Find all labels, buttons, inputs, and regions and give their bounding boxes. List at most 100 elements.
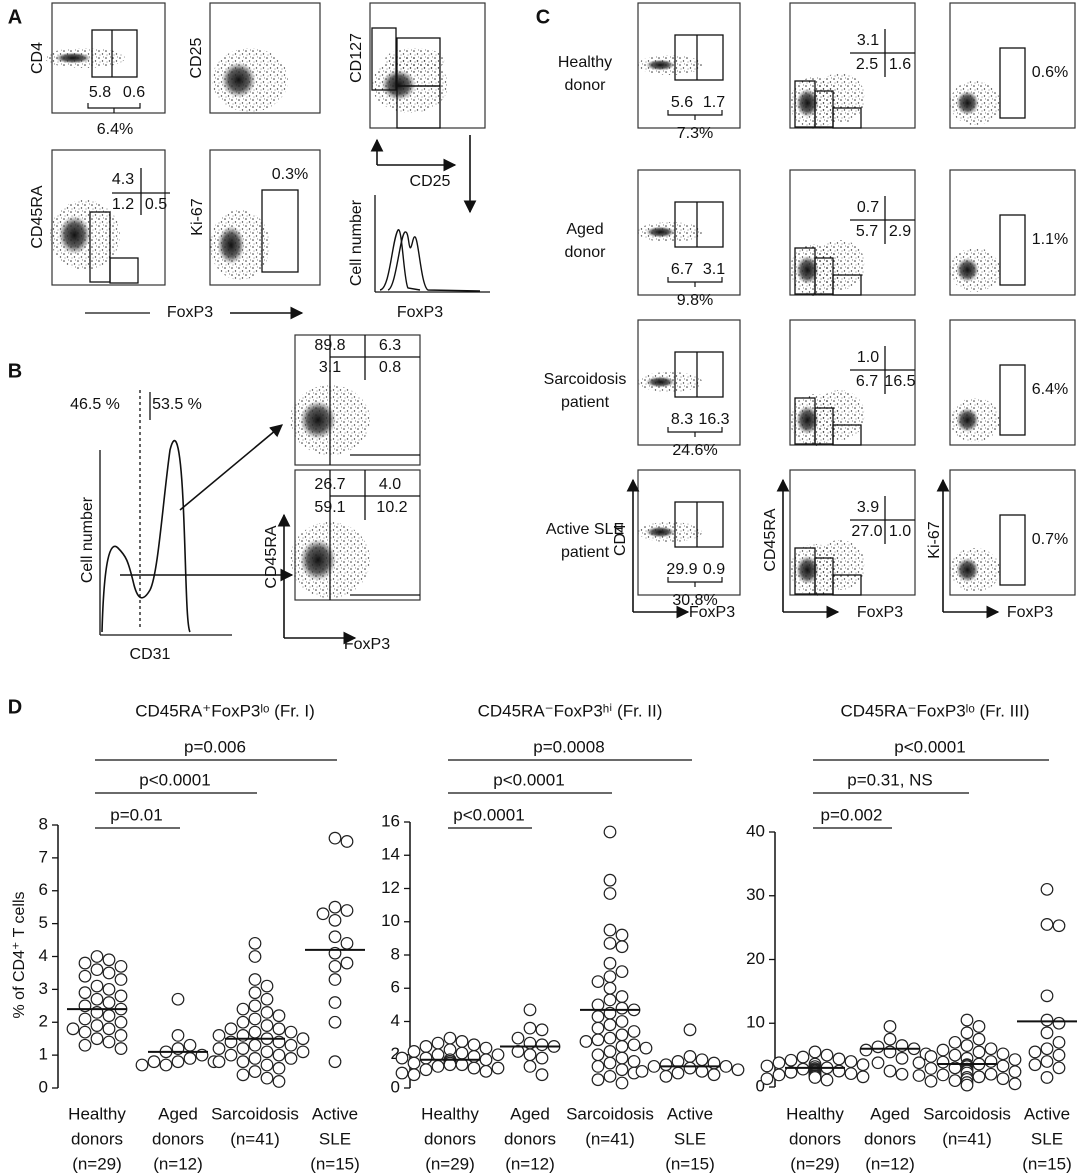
cell-cloud-core	[956, 558, 979, 582]
data-point	[937, 1069, 949, 1081]
data-point	[872, 1057, 884, 1069]
panel-label: B	[8, 360, 22, 382]
data-point	[468, 1039, 480, 1051]
gate-total: 6.4%	[97, 121, 133, 138]
data-point	[761, 1060, 773, 1072]
axis-label: CD45RA	[263, 525, 280, 588]
data-point	[672, 1067, 684, 1079]
data-point	[273, 1076, 285, 1088]
y-tick-label: 16	[381, 811, 400, 830]
data-point	[468, 1062, 480, 1074]
cell-cloud-core	[222, 62, 256, 97]
cell-cloud	[815, 390, 865, 440]
data-point	[628, 1056, 640, 1068]
y-tick-label: 4	[391, 1011, 400, 1030]
data-point	[732, 1064, 744, 1076]
y-tick-label: 12	[381, 878, 400, 897]
data-point	[396, 1067, 408, 1079]
x-tick-label: donors	[152, 1129, 204, 1148]
quadrant-value: 4.0	[379, 476, 401, 493]
data-point	[237, 1043, 249, 1055]
data-point	[329, 915, 341, 927]
quadrant-value: 89.8	[314, 337, 345, 354]
data-point	[432, 1061, 444, 1073]
data-point	[213, 1056, 225, 1068]
data-point	[640, 1042, 652, 1054]
data-point	[684, 1024, 696, 1036]
data-point	[536, 1039, 548, 1051]
data-point	[949, 1037, 961, 1049]
axis-label: CD25	[410, 173, 451, 190]
data-point	[261, 1072, 273, 1084]
x-tick-label: Sarcoidosis	[211, 1104, 299, 1123]
chart-title: CD45RA⁻FoxP3ʰⁱ (Fr. II)	[478, 701, 663, 720]
data-point	[884, 1033, 896, 1045]
cell-cloud	[815, 240, 865, 290]
data-point	[536, 1052, 548, 1064]
data-point	[1041, 1027, 1053, 1039]
data-point	[237, 1069, 249, 1081]
data-point	[884, 1021, 896, 1033]
data-point	[261, 993, 273, 1005]
arrow	[180, 425, 282, 510]
quadrant-value: 6.7	[856, 373, 878, 390]
data-point	[456, 1036, 468, 1048]
y-tick-label: 4	[39, 946, 48, 965]
quadrant-value: 0.8	[379, 359, 401, 376]
data-point	[809, 1072, 821, 1084]
data-point	[225, 1023, 237, 1035]
x-tick-label: (n=29)	[72, 1154, 122, 1173]
quadrant-value: 27.0	[851, 523, 882, 540]
data-point	[785, 1054, 797, 1066]
data-point	[592, 1022, 604, 1034]
panel-label: C	[536, 6, 550, 28]
quadrant-value: 6.3	[379, 337, 401, 354]
axis-label: FoxP3	[344, 636, 390, 653]
x-tick-label: Active	[1024, 1104, 1070, 1123]
y-tick-label: 1	[39, 1045, 48, 1064]
quadrant-value: 3.9	[857, 499, 879, 516]
data-point	[1041, 919, 1053, 931]
data-point	[524, 1004, 536, 1016]
x-tick-label: (n=15)	[1022, 1154, 1072, 1173]
data-point	[604, 874, 616, 886]
gate-value: 29.9	[666, 561, 697, 578]
x-tick-label: (n=41)	[942, 1129, 992, 1148]
data-point	[604, 1071, 616, 1083]
data-point	[91, 951, 103, 963]
quadrant-value: 2.5	[856, 56, 878, 73]
data-point	[973, 1033, 985, 1045]
x-tick-label: donors	[71, 1129, 123, 1148]
data-point	[592, 1011, 604, 1023]
data-point	[857, 1059, 869, 1071]
quadrant-value: 2.9	[889, 223, 911, 240]
data-point	[616, 966, 628, 978]
brace	[668, 577, 722, 587]
gate-value: 1.7	[703, 94, 725, 111]
data-point	[480, 1066, 492, 1078]
x-tick-label: (n=15)	[310, 1154, 360, 1173]
data-point	[913, 1070, 925, 1082]
quadrant-value: 4.3	[112, 171, 134, 188]
quadrant-value: 59.1	[314, 499, 345, 516]
data-point	[103, 1010, 115, 1022]
p-value: p=0.002	[821, 805, 883, 824]
quadrant-value: 0.7	[857, 199, 879, 216]
quadrant-value: 1.2	[112, 196, 134, 213]
y-tick-label: 2	[39, 1012, 48, 1031]
data-point	[1053, 1037, 1065, 1049]
axis-label: CD45RA	[29, 185, 46, 248]
data-point	[329, 974, 341, 986]
data-point	[845, 1068, 857, 1080]
data-point	[604, 1057, 616, 1069]
data-point	[480, 1042, 492, 1054]
data-point	[616, 1041, 628, 1053]
data-point	[592, 1074, 604, 1086]
row-label: Aged	[566, 221, 603, 238]
data-point	[809, 1046, 821, 1058]
data-point	[628, 1026, 640, 1038]
row-label: Healthy	[558, 54, 612, 71]
axis-label: CD45RA	[762, 508, 779, 571]
data-point	[237, 1056, 249, 1068]
data-point	[261, 980, 273, 992]
